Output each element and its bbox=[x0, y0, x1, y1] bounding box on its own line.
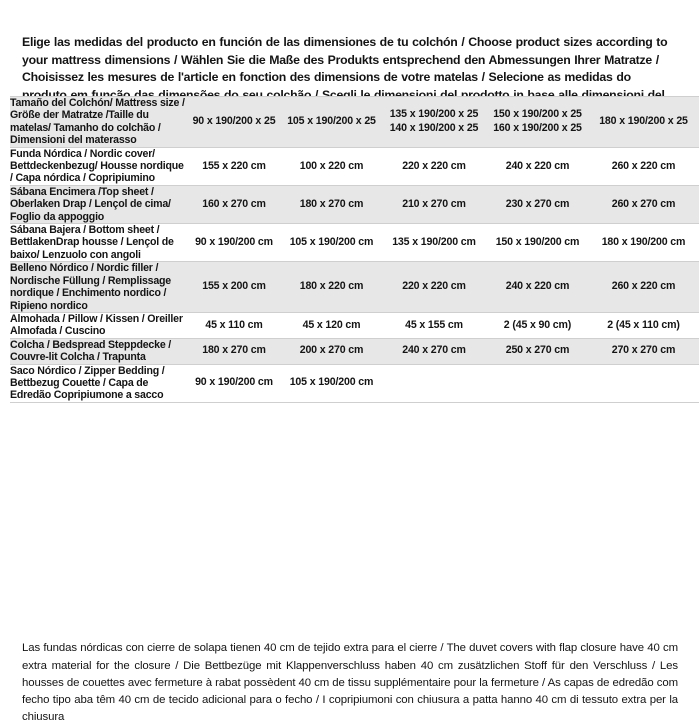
header-col-5: 180 x 190/200 x 25 bbox=[588, 97, 699, 148]
table-row: Funda Nórdica / Nordic cover/ Bettdecken… bbox=[10, 147, 699, 186]
row-value: 2 (45 x 110 cm) bbox=[607, 318, 680, 331]
product-size-chart-page: Elige las medidas del producto en funció… bbox=[10, 35, 699, 723]
row-label: Sábana Encimera /Top sheet / Oberlaken D… bbox=[10, 185, 171, 223]
header-col-1: 90 x 190/200 x 25 bbox=[186, 97, 282, 148]
row-value bbox=[381, 364, 487, 402]
row-value: 260 x 220 cm bbox=[611, 159, 676, 172]
row-label: Colcha / Bedspread Steppdecke / Couvre-l… bbox=[10, 338, 171, 364]
row-value: 250 x 270 cm bbox=[505, 344, 570, 357]
header-col-3-line-2: 140 x 190/200 x 25 bbox=[389, 121, 479, 134]
header-col-5-line-1: 180 x 190/200 x 25 bbox=[599, 115, 688, 128]
row-value: 150 x 190/200 cm bbox=[495, 235, 580, 248]
row-label: Sábana Bajera / Bottom sheet / Bettlaken… bbox=[10, 224, 174, 261]
row-value: 100 x 220 cm bbox=[299, 159, 364, 172]
header-col-3-line-1: 135 x 190/200 x 25 bbox=[389, 108, 479, 121]
row-value: 240 x 270 cm bbox=[402, 344, 466, 357]
header-col-4-line-2: 160 x 190/200 x 25 bbox=[493, 121, 582, 134]
header-col-4-line-1: 150 x 190/200 x 25 bbox=[493, 108, 582, 121]
mattress-size-table: Tamaño del Colchón/ Mattress size / Größ… bbox=[10, 96, 699, 403]
table-row: Sábana Bajera / Bottom sheet / Bettlaken… bbox=[10, 223, 699, 262]
row-value: 155 x 220 cm bbox=[202, 159, 266, 172]
header-col-2: 105 x 190/200 x 25 bbox=[282, 97, 381, 148]
table-row: Almohada / Pillow / Kissen / Oreiller Al… bbox=[10, 312, 699, 339]
header-col-4: 150 x 190/200 x 25 160 x 190/200 x 25 bbox=[487, 97, 588, 148]
table-header-row: Tamaño del Colchón/ Mattress size / Größ… bbox=[10, 96, 699, 148]
header-col-1-line-1: 90 x 190/200 x 25 bbox=[192, 115, 276, 128]
row-value bbox=[588, 364, 699, 402]
table-row: Colcha / Bedspread Steppdecke / Couvre-l… bbox=[10, 338, 699, 365]
row-value: 155 x 200 cm bbox=[202, 280, 266, 293]
row-value: 105 x 190/200 cm bbox=[289, 376, 374, 389]
row-value: 200 x 270 cm bbox=[299, 344, 364, 357]
table-body: Tamaño del Colchón/ Mattress size / Größ… bbox=[10, 96, 699, 403]
header-label-cell: Tamaño del Colchón/ Mattress size / Größ… bbox=[10, 97, 185, 147]
row-value: 220 x 220 cm bbox=[402, 280, 466, 293]
row-value: 230 x 270 cm bbox=[505, 197, 570, 210]
row-value: 260 x 270 cm bbox=[611, 197, 676, 210]
row-value: 45 x 110 cm bbox=[205, 318, 263, 331]
row-value: 90 x 190/200 cm bbox=[195, 235, 273, 248]
intro-instructions: Elige las medidas del producto en funció… bbox=[22, 35, 668, 119]
row-value: 180 x 220 cm bbox=[299, 280, 364, 293]
row-value: 45 x 155 cm bbox=[405, 318, 463, 331]
table-row: Saco Nórdico / Zipper Bedding / Bettbezu… bbox=[10, 364, 699, 403]
row-value: 260 x 220 cm bbox=[611, 280, 676, 293]
row-label: Funda Nórdica / Nordic cover/ Bettdecken… bbox=[10, 147, 184, 185]
row-value: 180 x 190/200 cm bbox=[601, 235, 686, 248]
table-row: Belleno Nórdico / Nordic filler / Nordis… bbox=[10, 261, 699, 313]
row-value: 240 x 220 cm bbox=[505, 159, 570, 172]
row-value: 135 x 190/200 cm bbox=[392, 235, 476, 248]
table-row: Sábana Encimera /Top sheet / Oberlaken D… bbox=[10, 185, 699, 224]
row-value: 220 x 220 cm bbox=[402, 159, 466, 172]
row-label: Saco Nórdico / Zipper Bedding / Bettbezu… bbox=[10, 364, 165, 402]
row-value: 180 x 270 cm bbox=[299, 197, 364, 210]
row-value: 180 x 270 cm bbox=[202, 344, 266, 357]
header-col-2-line-1: 105 x 190/200 x 25 bbox=[287, 115, 376, 128]
row-value: 210 x 270 cm bbox=[402, 197, 466, 210]
row-label: Belleno Nórdico / Nordic filler / Nordis… bbox=[10, 262, 171, 312]
header-col-3: 135 x 190/200 x 25 140 x 190/200 x 25 bbox=[381, 97, 487, 148]
row-value: 45 x 120 cm bbox=[302, 318, 361, 331]
row-value: 2 (45 x 90 cm) bbox=[503, 318, 572, 331]
row-value: 240 x 220 cm bbox=[505, 280, 570, 293]
row-value bbox=[487, 364, 588, 402]
row-value: 160 x 270 cm bbox=[202, 197, 266, 210]
row-value: 270 x 270 cm bbox=[611, 344, 676, 357]
footer-note: Las fundas nórdicas con cierre de solapa… bbox=[22, 642, 678, 724]
row-value: 105 x 190/200 cm bbox=[289, 235, 374, 248]
row-value: 90 x 190/200 cm bbox=[195, 376, 273, 389]
row-label: Almohada / Pillow / Kissen / Oreiller Al… bbox=[10, 312, 183, 338]
